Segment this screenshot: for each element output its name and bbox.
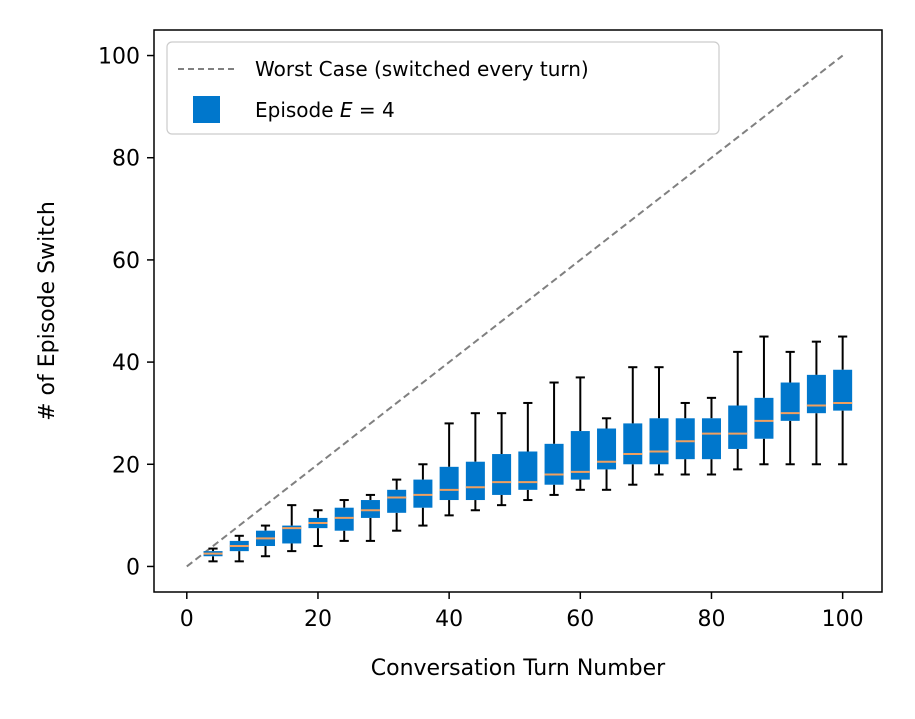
legend-frame [166,41,720,135]
box-24 [334,499,354,542]
legend-episode-label: Episode E = 4 [255,98,395,122]
worst-case-line [186,54,844,568]
x-tick-label: 60 [566,607,594,632]
box-52 [518,401,538,502]
iqr-box [282,525,302,544]
x-tick-label: 40 [435,607,463,632]
box-72 [649,366,669,476]
legend-episode-suffix: = 4 [353,98,395,122]
y-axis-label: # of Episode Switch [35,201,60,421]
box-48 [492,412,512,507]
iqr-box [387,489,407,513]
iqr-box [544,443,564,485]
iqr-box [439,466,459,501]
iqr-box [597,428,617,470]
iqr-box [570,431,590,480]
box-64 [597,417,617,491]
iqr-box [413,479,433,508]
box-40 [439,422,459,517]
box-92 [780,350,800,466]
box-12 [255,524,276,558]
box-28 [360,493,380,542]
iqr-box [334,507,354,531]
box-16 [282,504,302,553]
y-tick-label: 80 [112,147,140,172]
y-tick-label: 0 [126,555,140,580]
box-96 [806,340,826,466]
box-56 [544,381,564,496]
iqr-box [701,418,721,460]
iqr-box [675,418,695,460]
legend-episode-var: E [340,98,353,122]
x-tick-label: 80 [697,607,725,632]
iqr-box [833,369,853,411]
legend: Worst Case (switched every turn) Episode… [166,41,720,135]
box-44 [465,412,485,512]
legend-episode-swatch [193,96,220,123]
box-100 [833,335,853,466]
iqr-box [754,397,774,439]
iqr-box [360,500,380,518]
x-tick-label: 20 [304,607,332,632]
y-tick-label: 60 [112,249,140,274]
x-tick-label: 0 [180,607,194,632]
legend-episode-prefix: Episode [255,98,340,122]
iqr-box [518,451,538,490]
box-84 [728,350,748,471]
box-36 [413,463,433,527]
box-80 [701,396,721,476]
x-tick-label: 100 [822,607,864,632]
box-60 [570,376,590,491]
x-axis-label: Conversation Turn Number [371,656,666,681]
iqr-box [780,382,800,421]
box-8 [229,534,249,563]
iqr-box [465,461,485,501]
iqr-box [492,454,512,495]
plot-frame [153,29,883,593]
iqr-box [728,405,748,449]
box-76 [675,401,695,476]
box-4 [203,547,223,563]
y-tick-label: 40 [112,351,140,376]
y-tick-label: 20 [112,453,140,478]
iqr-box [806,374,826,414]
box-68 [623,366,643,486]
y-tick-label: 100 [98,45,140,70]
box-88 [754,335,774,466]
legend-worst-case-label: Worst Case (switched every turn) [255,57,589,81]
iqr-box [649,418,669,465]
iqr-box [623,423,643,465]
box-32 [387,478,407,532]
box-20 [308,509,328,548]
